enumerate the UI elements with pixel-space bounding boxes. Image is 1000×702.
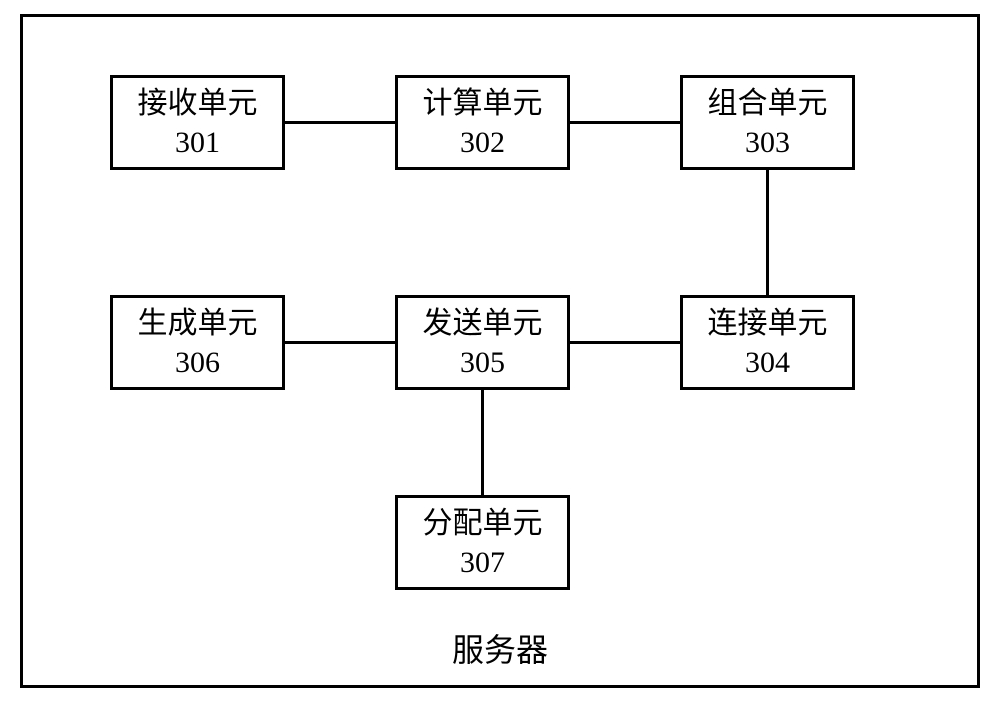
diagram-caption: 服务器 <box>452 625 548 671</box>
node-label: 生成单元 <box>138 304 258 343</box>
edge-n303-n304 <box>766 170 769 295</box>
diagram-canvas: 接收单元301计算单元302组合单元303生成单元306发送单元305连接单元3… <box>0 0 1000 702</box>
node-number: 301 <box>175 123 220 162</box>
node-303: 组合单元303 <box>680 75 855 170</box>
node-304: 连接单元304 <box>680 295 855 390</box>
node-302: 计算单元302 <box>395 75 570 170</box>
node-number: 307 <box>460 543 505 582</box>
node-number: 302 <box>460 123 505 162</box>
node-label: 组合单元 <box>708 84 828 123</box>
node-number: 304 <box>745 343 790 382</box>
node-label: 发送单元 <box>423 304 543 343</box>
edge-n301-n302 <box>285 121 395 124</box>
node-label: 计算单元 <box>423 84 543 123</box>
edge-n304-n305 <box>570 341 680 344</box>
node-number: 305 <box>460 343 505 382</box>
edge-n305-n306 <box>285 341 395 344</box>
node-number: 306 <box>175 343 220 382</box>
node-307: 分配单元307 <box>395 495 570 590</box>
edge-n305-n307 <box>481 390 484 495</box>
node-number: 303 <box>745 123 790 162</box>
node-305: 发送单元305 <box>395 295 570 390</box>
node-301: 接收单元301 <box>110 75 285 170</box>
node-label: 连接单元 <box>708 304 828 343</box>
node-label: 接收单元 <box>138 84 258 123</box>
node-label: 分配单元 <box>423 504 543 543</box>
edge-n302-n303 <box>570 121 680 124</box>
node-306: 生成单元306 <box>110 295 285 390</box>
